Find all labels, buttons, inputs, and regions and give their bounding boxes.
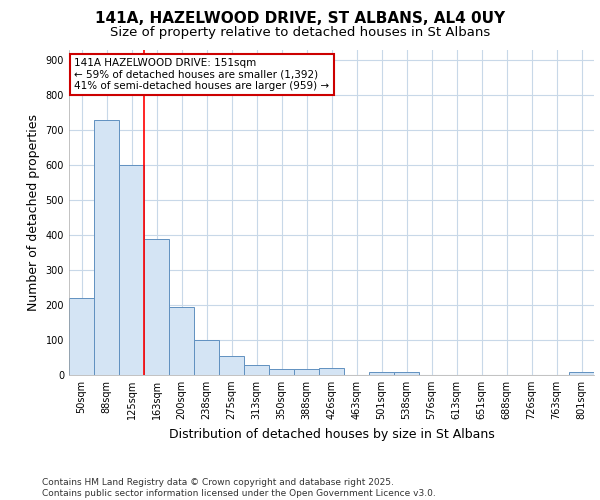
- Bar: [294, 368, 319, 375]
- Bar: [219, 356, 244, 375]
- Bar: [269, 368, 294, 375]
- Bar: [319, 368, 344, 375]
- Text: 141A HAZELWOOD DRIVE: 151sqm
← 59% of detached houses are smaller (1,392)
41% of: 141A HAZELWOOD DRIVE: 151sqm ← 59% of de…: [74, 58, 329, 92]
- Bar: [69, 298, 94, 375]
- Bar: [94, 120, 119, 375]
- Bar: [144, 238, 169, 375]
- Bar: [569, 372, 594, 375]
- Y-axis label: Number of detached properties: Number of detached properties: [27, 114, 40, 311]
- Bar: [194, 340, 219, 375]
- Bar: [244, 364, 269, 375]
- Bar: [394, 372, 419, 375]
- Text: 141A, HAZELWOOD DRIVE, ST ALBANS, AL4 0UY: 141A, HAZELWOOD DRIVE, ST ALBANS, AL4 0U…: [95, 11, 505, 26]
- Bar: [369, 372, 394, 375]
- X-axis label: Distribution of detached houses by size in St Albans: Distribution of detached houses by size …: [169, 428, 494, 440]
- Bar: [169, 307, 194, 375]
- Text: Size of property relative to detached houses in St Albans: Size of property relative to detached ho…: [110, 26, 490, 39]
- Bar: [119, 166, 144, 375]
- Text: Contains HM Land Registry data © Crown copyright and database right 2025.
Contai: Contains HM Land Registry data © Crown c…: [42, 478, 436, 498]
